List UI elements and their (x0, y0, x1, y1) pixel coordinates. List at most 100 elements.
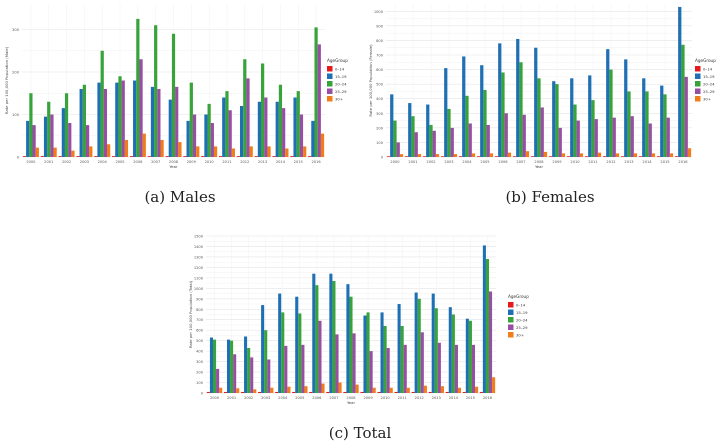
males-legend-swatch (327, 66, 333, 72)
females-y-tick-label: 400 (376, 97, 384, 101)
total-bar-2014-1 (448, 307, 452, 393)
total-bar-2014-3 (454, 344, 458, 393)
total-legend-title: AgeGroup (508, 294, 529, 299)
females-bar-2007-3 (522, 114, 526, 157)
males-x-axis-title: Year (169, 164, 177, 169)
males-bar-2006-2 (136, 18, 140, 157)
males-bar-2001-0 (40, 156, 44, 157)
males-bar-2005-3 (121, 80, 125, 157)
females-legend-label: 20–24 (703, 81, 715, 86)
males-bar-2006-1 (133, 80, 137, 157)
males-bar-2012-3 (246, 78, 250, 157)
females-bar-2001-2 (411, 116, 415, 157)
females-bar-2016-2 (681, 44, 685, 157)
total-bar-2002-3 (250, 357, 254, 393)
males-bar-2016-4 (320, 133, 325, 157)
females-x-tick-label: 2013 (624, 160, 633, 164)
females-bar-2007-2 (519, 62, 523, 157)
total-bar-2012-3 (420, 332, 424, 393)
total-x-tick-label: 2015 (466, 396, 475, 400)
total-bar-2008-2 (349, 296, 353, 393)
total-legend-label: 25–29 (516, 325, 528, 330)
females-x-tick-label: 2002 (426, 160, 435, 164)
males-bar-2003-2 (82, 84, 86, 157)
total-x-tick-label: 2008 (346, 396, 356, 400)
females-bar-2002-1 (426, 104, 430, 157)
females-bar-2012-1 (606, 49, 610, 157)
males-bar-2009-3 (192, 114, 197, 157)
males-x-tick-label: 2009 (187, 160, 197, 164)
males-bar-2008-4 (178, 142, 182, 157)
total-legend-swatch (508, 309, 514, 315)
females-bar-2011-2 (591, 100, 595, 157)
males-x-tick-label: 2005 (115, 160, 124, 164)
total-bar-2014-2 (451, 314, 455, 393)
females-bar-2003-4 (453, 154, 458, 157)
males-bar-2011-4 (231, 148, 235, 157)
males-bar-2009-0 (183, 156, 187, 157)
males-bar-2007-0 (147, 156, 151, 157)
total-y-tick-label: 300 (196, 360, 204, 364)
total-x-tick-label: 2002 (244, 396, 253, 400)
females-bar-2006-4 (507, 152, 512, 157)
females-bar-2011-4 (597, 152, 602, 157)
males-legend-label: 15–19 (335, 74, 347, 79)
total-bar-2008-3 (352, 333, 356, 393)
females-legend-swatch (695, 73, 701, 79)
total-y-tick-label: 900 (196, 297, 204, 301)
total-y-tick-label: 700 (196, 318, 204, 322)
males-bar-2015-1 (293, 97, 297, 157)
males-x-tick-label: 2000 (26, 160, 36, 164)
total-bar-2001-2 (230, 340, 234, 393)
females-bar-2015-2 (663, 94, 667, 157)
males-bar-2013-1 (257, 101, 262, 157)
females-bar-2000-2 (393, 120, 397, 157)
total-x-tick-label: 2006 (312, 396, 322, 400)
females-bar-2001-1 (408, 103, 412, 157)
males-bar-2006-4 (142, 133, 146, 157)
total-chart: 0 100 200 300 400 500 600 700 800 900 1000 1100 1200… (188, 235, 529, 406)
total-bar-2010-3 (386, 347, 390, 393)
total-bar-2002-4 (253, 389, 257, 393)
total-bar-2012-2 (417, 298, 421, 393)
total-bar-2006-2 (315, 285, 319, 393)
males-bar-2011-0 (218, 156, 223, 157)
total-x-tick-label: 2011 (398, 396, 407, 400)
females-bar-2015-0 (656, 156, 661, 157)
females-bar-2005-4 (489, 153, 494, 157)
females-bar-2013-1 (624, 59, 628, 157)
total-bar-2011-0 (394, 391, 398, 393)
females-bar-2013-3 (630, 116, 634, 157)
total-bar-2015-4 (475, 386, 479, 393)
males-bar-2004-1 (97, 82, 101, 157)
males-bar-2003-4 (89, 146, 93, 157)
females-legend-label: 25–29 (703, 89, 715, 94)
males-x-tick-label: 2015 (294, 160, 303, 164)
total-bar-2003-0 (258, 391, 262, 393)
males-bar-2000-0 (22, 156, 27, 157)
total-y-tick-label: 800 (196, 308, 204, 312)
total-bar-2006-0 (309, 391, 313, 393)
females-bar-2010-0 (566, 156, 571, 157)
total-bar-2010-4 (389, 387, 393, 393)
total-y-tick-label: 500 (196, 339, 204, 343)
females-bar-2000-0 (386, 156, 391, 157)
females-bar-2001-0 (404, 156, 409, 157)
females-bar-2007-1 (516, 38, 520, 157)
males-bar-2000-1 (26, 120, 30, 157)
females-x-tick-label: 2010 (570, 160, 580, 164)
males-x-tick-label: 2012 (240, 160, 249, 164)
total-y-tick-label: 0 (201, 392, 204, 396)
females-bar-2014-1 (642, 78, 646, 157)
total-bar-2011-4 (406, 387, 410, 393)
males-x-tick-label: 2013 (258, 160, 267, 164)
males-bar-2005-1 (115, 82, 119, 157)
females-chart: 0 100 200 300 400 500 600 700 800 900 1000 2000 2001… (368, 4, 716, 169)
females-legend-swatch (695, 81, 701, 87)
total-bar-2006-3 (318, 320, 322, 393)
total-bar-2012-1 (414, 292, 418, 393)
males-bar-2001-3 (50, 114, 54, 157)
total-x-tick-label: 2009 (363, 396, 373, 400)
males-bar-2008-3 (175, 86, 179, 157)
females-bar-2014-3 (648, 123, 652, 157)
